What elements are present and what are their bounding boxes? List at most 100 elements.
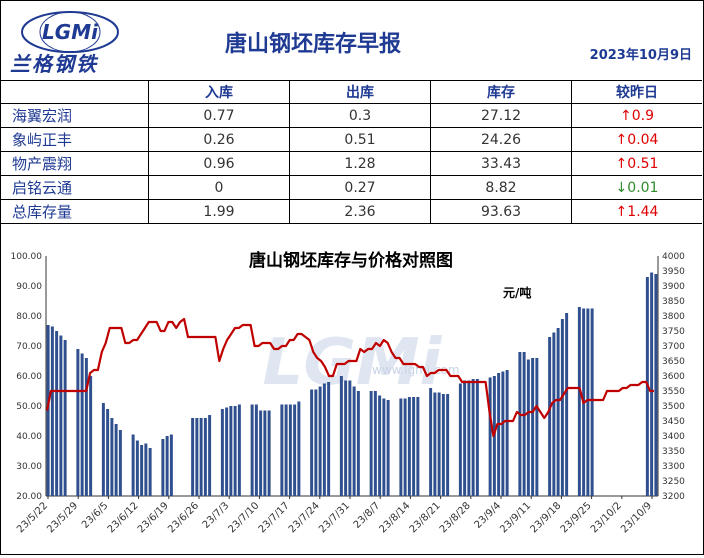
x-tick-label: 23/7/10 [226, 500, 261, 535]
inventory-bar [199, 418, 203, 496]
chart-title: 唐山钢坯库存与价格对照图 [249, 251, 453, 271]
inventory-bar [288, 404, 292, 496]
y-left-tick-label: 30.00 [16, 462, 42, 472]
inventory-bar [59, 335, 63, 496]
inventory-bar [556, 328, 560, 496]
cell-change: ↑0.04 [571, 127, 702, 152]
inventory-bar [191, 418, 195, 496]
inventory-bar [225, 407, 229, 496]
inventory-bar [463, 380, 467, 496]
inventory-bar [352, 386, 356, 496]
inventory-bar [135, 440, 139, 496]
inventory-bar [339, 376, 343, 496]
inventory-bar [416, 397, 420, 496]
row-name: 总库存量 [0, 199, 149, 224]
cell-in: 0.77 [148, 103, 290, 128]
inventory-bar [110, 418, 114, 496]
y-left-tick-label: 80.00 [16, 312, 42, 322]
x-tick-label: 23/5/29 [45, 500, 80, 535]
report-date: 2023年10月9日 [589, 48, 692, 63]
inventory-bar [284, 404, 288, 496]
row-name: 海翼宏润 [0, 103, 149, 128]
y-right-tick-label: 3300 [662, 462, 685, 472]
cell-in: 0 [148, 175, 290, 200]
inventory-bar [378, 395, 382, 496]
inventory-bar [467, 380, 471, 496]
inventory-bar [356, 391, 360, 496]
logo-text: LGMi [42, 20, 99, 44]
inventory-bar [412, 397, 416, 496]
inventory-bar [322, 383, 326, 496]
y-right-tick-label: 3750 [662, 327, 685, 337]
cell-stock: 24.26 [430, 127, 572, 152]
inventory-bar [560, 319, 564, 496]
inventory-bar [84, 358, 88, 496]
inventory-price-chart: LGMiwww.lgmi.com20.0030.0040.0050.0060.0… [11, 252, 686, 535]
y-left-tick-label: 40.00 [16, 432, 42, 442]
inventory-bar [531, 358, 535, 496]
inventory-bar [501, 371, 505, 496]
table-row: 启铭云通 0 0.27 8.82 ↓0.01 [0, 175, 702, 200]
cell-in: 0.26 [148, 127, 290, 152]
inventory-table: 入库 出库 库存 较昨日 海翼宏润 0.77 0.3 27.12 ↑0.9 象屿… [0, 80, 702, 224]
inventory-bar [399, 398, 403, 496]
cell-change: ↑0.51 [571, 151, 702, 176]
inventory-bar [441, 394, 445, 496]
cell-out: 0.3 [289, 103, 431, 128]
inventory-bar [565, 313, 569, 496]
cell-out: 2.36 [289, 199, 431, 224]
change-value: 0.04 [627, 131, 659, 148]
inventory-bar [586, 308, 590, 496]
table-row-total: 总库存量 1.99 2.36 93.63 ↑1.44 [0, 199, 702, 224]
inventory-bar [535, 358, 539, 496]
y-right-tick-label: 3350 [662, 447, 685, 457]
x-tick-label: 23/9/18 [528, 500, 563, 535]
x-tick-label: 23/8/21 [408, 500, 443, 535]
y-left-tick-label: 60.00 [16, 372, 42, 382]
cell-out: 1.28 [289, 151, 431, 176]
x-tick-label: 23/6/26 [166, 500, 201, 535]
price-line [45, 317, 654, 438]
inventory-bar [429, 388, 433, 496]
inventory-bar [169, 434, 173, 496]
inventory-bar [118, 430, 122, 496]
inventory-bar [505, 370, 509, 496]
inventory-bar [318, 386, 322, 496]
inventory-bar [526, 359, 530, 496]
inventory-bar [446, 394, 450, 496]
inventory-bar [548, 337, 552, 496]
col-header-stock: 库存 [430, 80, 572, 104]
inventory-bar [497, 373, 501, 496]
x-tick-label: 23/7/24 [287, 500, 322, 535]
inventory-bar [220, 409, 224, 496]
y-right-tick-label: 3450 [662, 417, 685, 427]
report-header: LGMi 兰格钢铁 唐山钢坯库存早报 2023年10月9日 [0, 0, 702, 81]
inventory-bar [488, 377, 492, 496]
arrow-up-icon: ↑ [615, 203, 628, 220]
inventory-bar [407, 397, 411, 496]
y-left-tick-label: 20.00 [16, 492, 42, 502]
inventory-bar [131, 434, 135, 496]
x-tick-label: 23/10/9 [619, 500, 654, 535]
inventory-bar [165, 436, 169, 496]
x-tick-label: 23/6/12 [106, 500, 141, 535]
inventory-bar [344, 380, 348, 496]
y-right-tick-label: 3600 [662, 372, 685, 382]
col-header-in: 入库 [148, 80, 290, 104]
cell-out: 0.51 [289, 127, 431, 152]
y-left-tick-label: 70.00 [16, 342, 42, 352]
cell-stock: 33.43 [430, 151, 572, 176]
cell-out: 0.27 [289, 175, 431, 200]
inventory-bar [650, 272, 654, 496]
inventory-bar [348, 380, 352, 496]
inventory-bar [327, 382, 331, 496]
inventory-bar [654, 274, 658, 496]
y-right-tick-label: 3550 [662, 387, 685, 397]
inventory-bar [471, 379, 475, 496]
inventory-bar [403, 398, 407, 496]
arrow-up-icon: ↑ [620, 107, 632, 124]
cell-change: ↑0.9 [571, 103, 702, 128]
inventory-bar [114, 424, 118, 496]
y-right-tick-label: 3200 [662, 492, 685, 502]
arrow-up-icon: ↑ [615, 155, 628, 172]
